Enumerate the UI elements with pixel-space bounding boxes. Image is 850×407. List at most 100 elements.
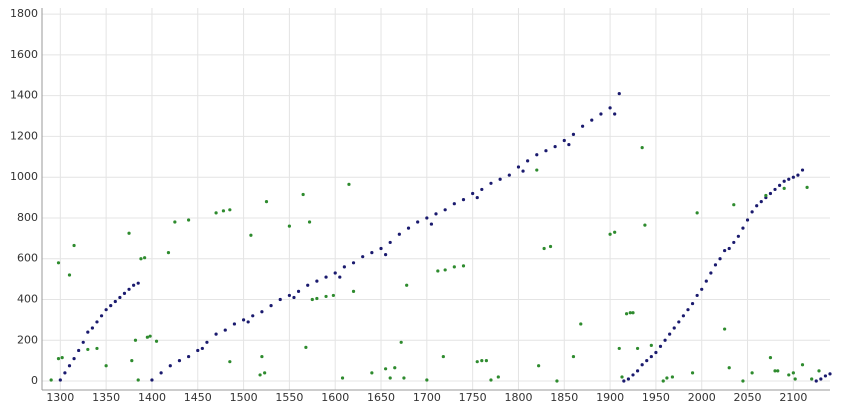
point [86,330,90,334]
point [555,379,559,383]
point [677,320,681,324]
point [452,202,456,206]
point [489,181,493,185]
point [127,287,131,291]
point [56,357,61,361]
point [620,375,624,379]
point [425,378,429,382]
point [480,187,484,192]
point [670,375,675,379]
point [60,355,64,360]
x-tick-label: 2100 [779,391,807,404]
point [104,308,108,312]
point [686,308,690,312]
point [173,220,177,224]
point [436,269,440,273]
point [626,377,631,381]
point [72,357,76,361]
point [200,346,204,351]
point [617,346,621,351]
point [649,343,653,347]
point [542,246,546,251]
point [342,265,346,269]
point [379,246,383,251]
point [260,354,264,359]
point [370,251,374,255]
point [324,294,328,299]
point [351,261,356,265]
x-tick-label: 1400 [138,391,166,404]
point [581,124,585,128]
point [654,350,658,355]
point [258,373,262,377]
point [136,281,140,285]
point [741,226,745,230]
point [800,168,805,172]
point [159,371,163,375]
point [56,261,61,265]
point [768,191,773,196]
point [251,314,255,318]
x-tick-label: 2000 [688,391,716,404]
point [535,168,539,172]
point [168,364,172,368]
point [384,367,388,371]
point [640,146,644,150]
point [645,359,649,363]
x-tick-label: 1850 [550,391,578,404]
point [249,233,253,237]
point [759,200,763,204]
point [296,289,301,293]
x-tick-label: 1950 [642,391,670,404]
point [755,204,759,208]
point [443,208,447,212]
point [658,344,663,348]
point [338,275,342,279]
point [484,359,488,363]
point [782,179,786,183]
point [704,279,708,283]
point [221,209,226,213]
y-tick-label: 400 [17,292,38,305]
point [548,244,553,249]
point [118,295,122,300]
point [776,369,780,373]
point [690,371,695,375]
point [695,293,699,298]
y-tick-label: 1600 [10,48,38,61]
point [324,275,328,279]
point [745,218,750,222]
point [599,112,603,116]
point [768,355,773,360]
point [405,283,409,287]
point [113,299,117,304]
point [429,222,434,226]
point [608,106,612,110]
point [228,208,232,212]
point [567,142,571,147]
point [741,379,745,383]
point [333,271,337,275]
point [67,273,72,277]
point [507,173,511,177]
point [732,240,736,245]
point [397,232,401,236]
point [49,378,53,382]
point [109,304,113,308]
point [526,159,530,163]
point [388,240,392,245]
point [306,283,310,287]
point [672,326,676,330]
point [535,153,539,157]
point [461,198,466,202]
point [635,346,640,351]
point [828,372,832,376]
point [150,378,154,382]
point [787,373,791,377]
point [95,346,99,351]
point [223,328,227,332]
point [205,340,209,344]
point [136,378,140,382]
point [750,371,754,375]
point [590,118,594,122]
